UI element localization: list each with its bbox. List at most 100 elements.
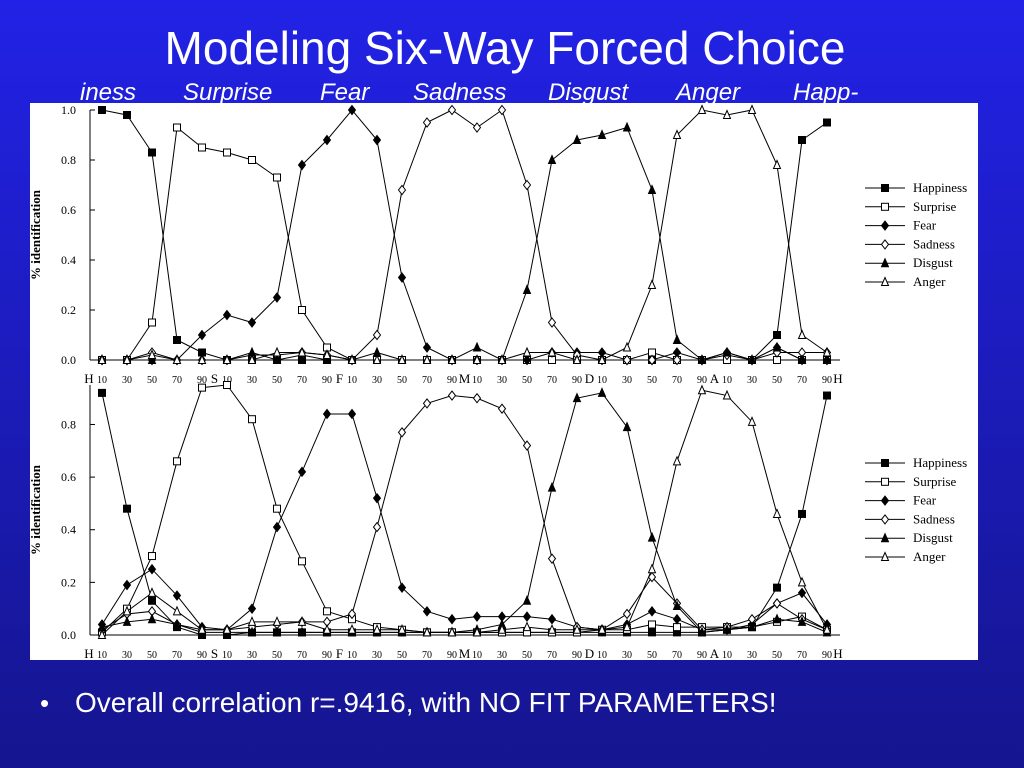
marker [97, 354, 107, 364]
marker [798, 136, 806, 144]
marker [322, 134, 332, 146]
marker [622, 621, 632, 632]
marker [222, 354, 232, 364]
header-label: Sadness [413, 79, 506, 106]
legend-label: Surprise [913, 474, 957, 489]
marker [323, 607, 331, 616]
marker [572, 623, 582, 634]
x-tick-label: 10 [472, 650, 482, 661]
x-tick-label: 90 [197, 375, 207, 386]
x-tick-label: 30 [372, 375, 382, 386]
marker [472, 354, 482, 364]
y-tick-label: 0.4 [61, 253, 76, 267]
marker [422, 117, 432, 128]
marker [247, 317, 257, 328]
marker [347, 104, 357, 116]
boundary-label: S [211, 371, 218, 386]
marker [522, 284, 532, 294]
marker [822, 354, 832, 364]
marker [672, 455, 682, 466]
marker [247, 626, 257, 637]
x-tick-label: 90 [447, 650, 457, 661]
marker [347, 408, 357, 420]
marker [272, 354, 282, 364]
x-tick-label: 90 [322, 650, 332, 661]
marker [697, 384, 707, 395]
marker [422, 398, 432, 409]
marker [322, 349, 332, 359]
x-tick-label: 90 [572, 650, 582, 661]
marker [148, 552, 156, 561]
marker [222, 623, 232, 634]
series-line [101, 392, 828, 633]
legend-marker [881, 202, 889, 211]
marker [397, 354, 407, 364]
marker [747, 621, 757, 632]
marker [697, 104, 707, 114]
x-tick-label: 10 [347, 375, 357, 386]
marker [547, 346, 557, 357]
marker [622, 121, 632, 132]
x-tick-label: 10 [97, 650, 107, 661]
marker [147, 349, 157, 359]
x-tick-label: 90 [697, 375, 707, 386]
marker [147, 613, 157, 624]
legend-label: Sadness [913, 236, 955, 251]
marker [647, 354, 657, 366]
marker [572, 354, 582, 364]
marker [98, 106, 106, 114]
marker [222, 309, 232, 321]
marker [372, 354, 382, 364]
marker [672, 613, 682, 625]
y-axis-label: % identification [28, 189, 43, 280]
y-tick-label: 0.4 [61, 523, 76, 537]
x-tick-label: 30 [122, 650, 132, 661]
header-label: Fear [320, 79, 370, 106]
marker [422, 342, 432, 353]
marker [547, 154, 557, 164]
marker [772, 508, 782, 518]
header-label: Disgust [548, 79, 629, 106]
marker [297, 466, 307, 478]
marker [297, 159, 307, 171]
marker [272, 521, 282, 533]
legend-label: Anger [913, 274, 946, 289]
legend-marker [881, 459, 889, 467]
boundary-label: F [336, 646, 343, 661]
legend-marker [880, 551, 890, 561]
x-tick-label: 10 [347, 650, 357, 661]
marker [722, 623, 732, 634]
marker [298, 306, 306, 314]
marker [722, 346, 732, 357]
marker [522, 611, 532, 622]
marker [447, 626, 457, 637]
marker [647, 563, 657, 574]
marker [322, 354, 332, 364]
legend-label: Disgust [913, 255, 953, 270]
x-tick-label: 70 [672, 375, 682, 386]
marker [497, 354, 507, 364]
marker [372, 492, 382, 504]
y-tick-label: 0.2 [61, 575, 76, 589]
y-tick-label: 0.6 [61, 470, 76, 484]
marker [547, 553, 557, 564]
x-tick-label: 50 [772, 650, 782, 661]
marker [172, 618, 182, 629]
marker [773, 331, 781, 339]
marker [648, 628, 656, 637]
marker [122, 354, 132, 364]
slide-title: Modeling Six-Way Forced Choice [165, 22, 846, 74]
marker [197, 354, 207, 364]
marker [248, 415, 256, 424]
y-tick-label: 0.8 [61, 417, 76, 431]
marker [597, 354, 607, 364]
x-tick-label: 90 [822, 650, 832, 661]
marker [773, 583, 781, 592]
x-tick-label: 30 [122, 375, 132, 386]
y-tick-label: 0.8 [61, 153, 76, 167]
marker [147, 354, 157, 364]
marker [797, 616, 807, 626]
x-tick-label: 10 [597, 375, 607, 386]
